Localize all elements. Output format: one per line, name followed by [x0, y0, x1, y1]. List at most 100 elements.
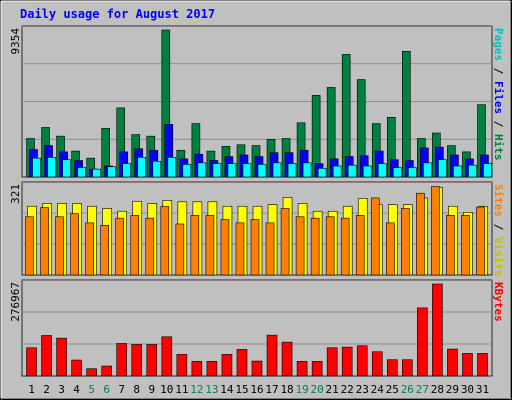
bar-kbytes — [462, 353, 473, 377]
bar-kbytes — [206, 361, 218, 377]
x-tick-label: 16 — [250, 383, 263, 396]
bar-hits — [402, 50, 411, 178]
x-tick-label: 2 — [43, 383, 50, 396]
bar-pages — [468, 164, 477, 178]
bar-sites — [160, 206, 170, 276]
x-tick-label: 7 — [118, 383, 125, 396]
bar-kbytes — [386, 359, 398, 377]
x-tick-label: 15 — [235, 383, 248, 396]
x-tick-label: 18 — [280, 383, 293, 396]
bar-pages — [347, 164, 357, 178]
legend-separator: / — [492, 61, 505, 81]
y-max-label: 321 — [9, 184, 22, 204]
bar-sites — [325, 216, 335, 276]
bar-kbytes — [176, 354, 188, 377]
bar-sites — [130, 215, 140, 276]
bar-sites — [476, 206, 485, 276]
x-tick-label: 1 — [28, 383, 35, 396]
bar-kbytes — [371, 351, 383, 377]
x-tick-label: 6 — [103, 383, 110, 396]
right-legend-label: Sites / Visits — [492, 184, 505, 277]
bar-kbytes — [71, 359, 82, 377]
bar-pages — [182, 164, 192, 178]
bar-sites — [220, 219, 230, 276]
bar-pages — [77, 167, 86, 178]
x-tick-label: 20 — [311, 383, 324, 396]
bar-pages — [408, 167, 417, 178]
bar-sites — [100, 225, 109, 276]
x-tick-label: 26 — [401, 383, 414, 396]
bar-sites — [40, 207, 49, 276]
bar-kbytes — [326, 347, 338, 377]
legend-sites: Sites — [492, 184, 505, 217]
legend-pages: Pages — [492, 28, 505, 61]
bar-sites — [265, 222, 275, 276]
bar-sites — [250, 219, 260, 276]
x-tick-label: 4 — [73, 383, 80, 396]
x-tick-label: 3 — [58, 383, 65, 396]
bar-kbytes — [432, 283, 443, 377]
bar-kbytes — [86, 368, 97, 377]
bar-sites — [401, 208, 410, 276]
bar-pages — [197, 162, 207, 178]
x-tick-label: 27 — [416, 383, 429, 396]
bar-sites — [190, 215, 200, 276]
bar-kbytes — [191, 361, 203, 377]
bar-sites — [205, 215, 215, 276]
bar-pages — [377, 163, 387, 178]
legend-hits: Hits — [492, 134, 505, 161]
bar-sites — [25, 216, 34, 276]
bar-sites — [310, 217, 320, 276]
bar-sites — [235, 222, 245, 276]
bar-pages — [137, 157, 147, 178]
bar-kbytes — [251, 360, 263, 377]
bar-pages — [92, 168, 101, 178]
bar-sites — [385, 222, 395, 276]
x-tick-label: 8 — [133, 383, 140, 396]
bar-kbytes — [116, 343, 128, 377]
bar-pages — [302, 162, 312, 178]
bar-pages — [212, 163, 222, 178]
bar-pages — [453, 165, 462, 178]
bar-kbytes — [477, 353, 488, 377]
right-legend-label: KBytes — [492, 282, 505, 322]
bar-pages — [62, 159, 71, 178]
bar-kbytes — [221, 354, 233, 377]
bar-pages — [272, 162, 282, 178]
bar-sites — [340, 217, 350, 276]
legend-visits: Visits — [492, 237, 505, 277]
bar-pages — [317, 168, 327, 178]
bar-pages — [257, 164, 267, 178]
bar-pages — [107, 166, 116, 178]
x-tick-label: 21 — [326, 383, 339, 396]
bar-pages — [423, 162, 432, 178]
bar-kbytes — [281, 341, 293, 377]
bar-pages — [122, 163, 132, 178]
x-tick-label: 23 — [356, 383, 369, 396]
x-tick-label: 14 — [220, 383, 234, 396]
bar-pages — [47, 157, 56, 178]
bar-kbytes — [131, 344, 143, 377]
bar-pages — [438, 159, 447, 178]
bar-pages — [483, 163, 492, 178]
y-max-label: 9354 — [9, 28, 22, 55]
x-tick-label: 9 — [148, 383, 155, 396]
bar-pages — [167, 157, 177, 178]
bar-kbytes — [356, 345, 368, 377]
x-tick-label: 12 — [190, 383, 203, 396]
x-tick-label: 19 — [295, 383, 308, 396]
bar-kbytes — [236, 349, 248, 377]
bar-kbytes — [447, 348, 458, 377]
bar-kbytes — [341, 346, 353, 377]
right-legend-label: Pages / Files / Hits — [492, 28, 505, 161]
bar-sites — [446, 215, 455, 276]
bar-kbytes — [41, 335, 52, 377]
bar-kbytes — [161, 336, 173, 377]
bar-sites — [70, 213, 79, 276]
bar-sites — [175, 223, 185, 276]
bar-kbytes — [56, 337, 67, 377]
x-tick-label: 28 — [431, 383, 444, 396]
x-tick-label: 29 — [446, 383, 459, 396]
